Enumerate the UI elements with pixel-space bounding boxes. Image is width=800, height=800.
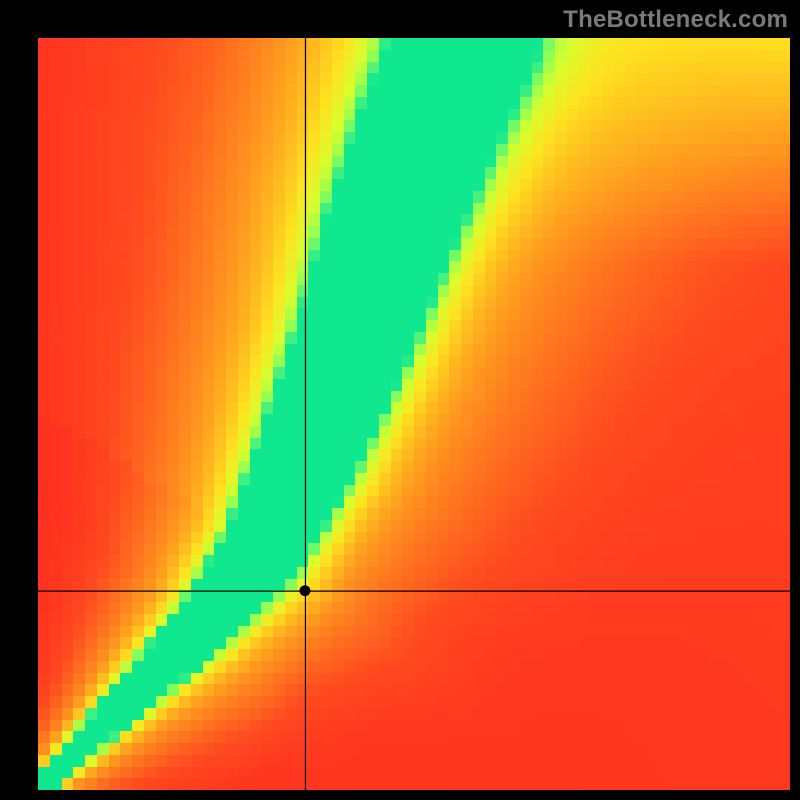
- bottleneck-heatmap: [0, 0, 800, 800]
- watermark-text: TheBottleneck.com: [563, 6, 788, 34]
